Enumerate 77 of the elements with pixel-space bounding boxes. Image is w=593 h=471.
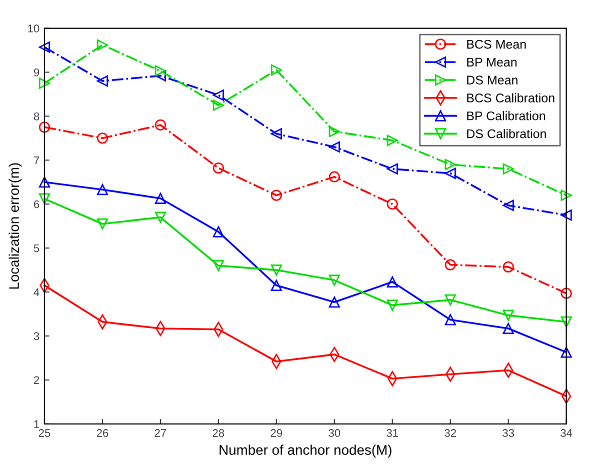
point bbox=[444, 168, 456, 179]
x-tick-label: 26 bbox=[96, 429, 108, 437]
legend-label: BCS Mean bbox=[467, 40, 526, 49]
point bbox=[444, 259, 456, 270]
point bbox=[328, 171, 340, 182]
point bbox=[96, 75, 108, 87]
point bbox=[560, 210, 572, 221]
point bbox=[560, 288, 572, 299]
point bbox=[38, 176, 50, 188]
point bbox=[502, 310, 514, 321]
y-tick-label: 4 bbox=[34, 288, 40, 296]
point bbox=[212, 100, 224, 111]
point bbox=[154, 212, 166, 223]
point bbox=[38, 122, 50, 133]
point bbox=[270, 190, 282, 201]
point bbox=[270, 128, 282, 140]
point bbox=[38, 78, 50, 89]
point bbox=[386, 198, 398, 210]
legend-label: BCS Calibration bbox=[467, 93, 554, 102]
x-tick-label: 29 bbox=[270, 429, 282, 437]
point bbox=[386, 276, 398, 288]
x-tick-label: 31 bbox=[386, 429, 398, 437]
point bbox=[212, 260, 224, 272]
point bbox=[444, 314, 456, 326]
point bbox=[502, 322, 514, 334]
x-tick-label: 33 bbox=[502, 429, 514, 437]
point bbox=[502, 261, 514, 273]
point bbox=[38, 193, 50, 204]
point bbox=[212, 162, 224, 174]
point bbox=[154, 65, 166, 76]
point bbox=[560, 190, 572, 201]
y-tick-label: 9 bbox=[34, 68, 40, 76]
y-tick-label: 7 bbox=[34, 156, 40, 164]
y-tick-label: 5 bbox=[34, 244, 40, 252]
y-tick-label: 3 bbox=[34, 332, 40, 340]
point bbox=[328, 126, 340, 138]
y-tick-label: 8 bbox=[34, 112, 40, 120]
point bbox=[386, 134, 398, 146]
point bbox=[96, 184, 108, 196]
x-tick-label: 34 bbox=[560, 429, 572, 437]
point bbox=[328, 274, 340, 286]
x-tick-label: 32 bbox=[444, 429, 456, 437]
point bbox=[560, 346, 572, 358]
point bbox=[328, 141, 340, 153]
point bbox=[38, 42, 50, 53]
point bbox=[560, 316, 572, 328]
legend-label: DS Calibration bbox=[467, 129, 546, 138]
x-tick-label: 28 bbox=[212, 429, 224, 437]
point bbox=[212, 90, 224, 101]
point bbox=[96, 132, 108, 144]
legend-label: BP Mean bbox=[467, 58, 517, 67]
point bbox=[502, 163, 514, 174]
y-tick-label: 2 bbox=[34, 376, 40, 384]
point bbox=[328, 296, 340, 308]
x-tick-label: 27 bbox=[154, 429, 166, 437]
x-tick-label: 25 bbox=[38, 429, 50, 437]
point bbox=[386, 163, 398, 174]
point bbox=[270, 264, 282, 276]
x-tick-label: 30 bbox=[328, 429, 340, 437]
y-tick-label: 6 bbox=[34, 200, 40, 208]
y-tick-label: 1 bbox=[34, 420, 40, 428]
point bbox=[270, 64, 282, 76]
point bbox=[154, 119, 166, 131]
legend-label: DS Mean bbox=[467, 76, 518, 84]
point bbox=[154, 192, 166, 204]
x-axis-title: Number of anchor nodes(M) bbox=[220, 444, 392, 458]
y-axis-title: Localization error(m) bbox=[8, 163, 22, 289]
point bbox=[96, 39, 108, 51]
point bbox=[270, 280, 282, 291]
point bbox=[444, 294, 456, 306]
legend-label: BP Calibration bbox=[467, 111, 546, 120]
point bbox=[386, 300, 398, 311]
point bbox=[502, 200, 514, 211]
y-tick-label: 10 bbox=[28, 24, 40, 32]
point bbox=[96, 218, 108, 230]
point bbox=[444, 158, 456, 170]
point bbox=[212, 226, 224, 238]
